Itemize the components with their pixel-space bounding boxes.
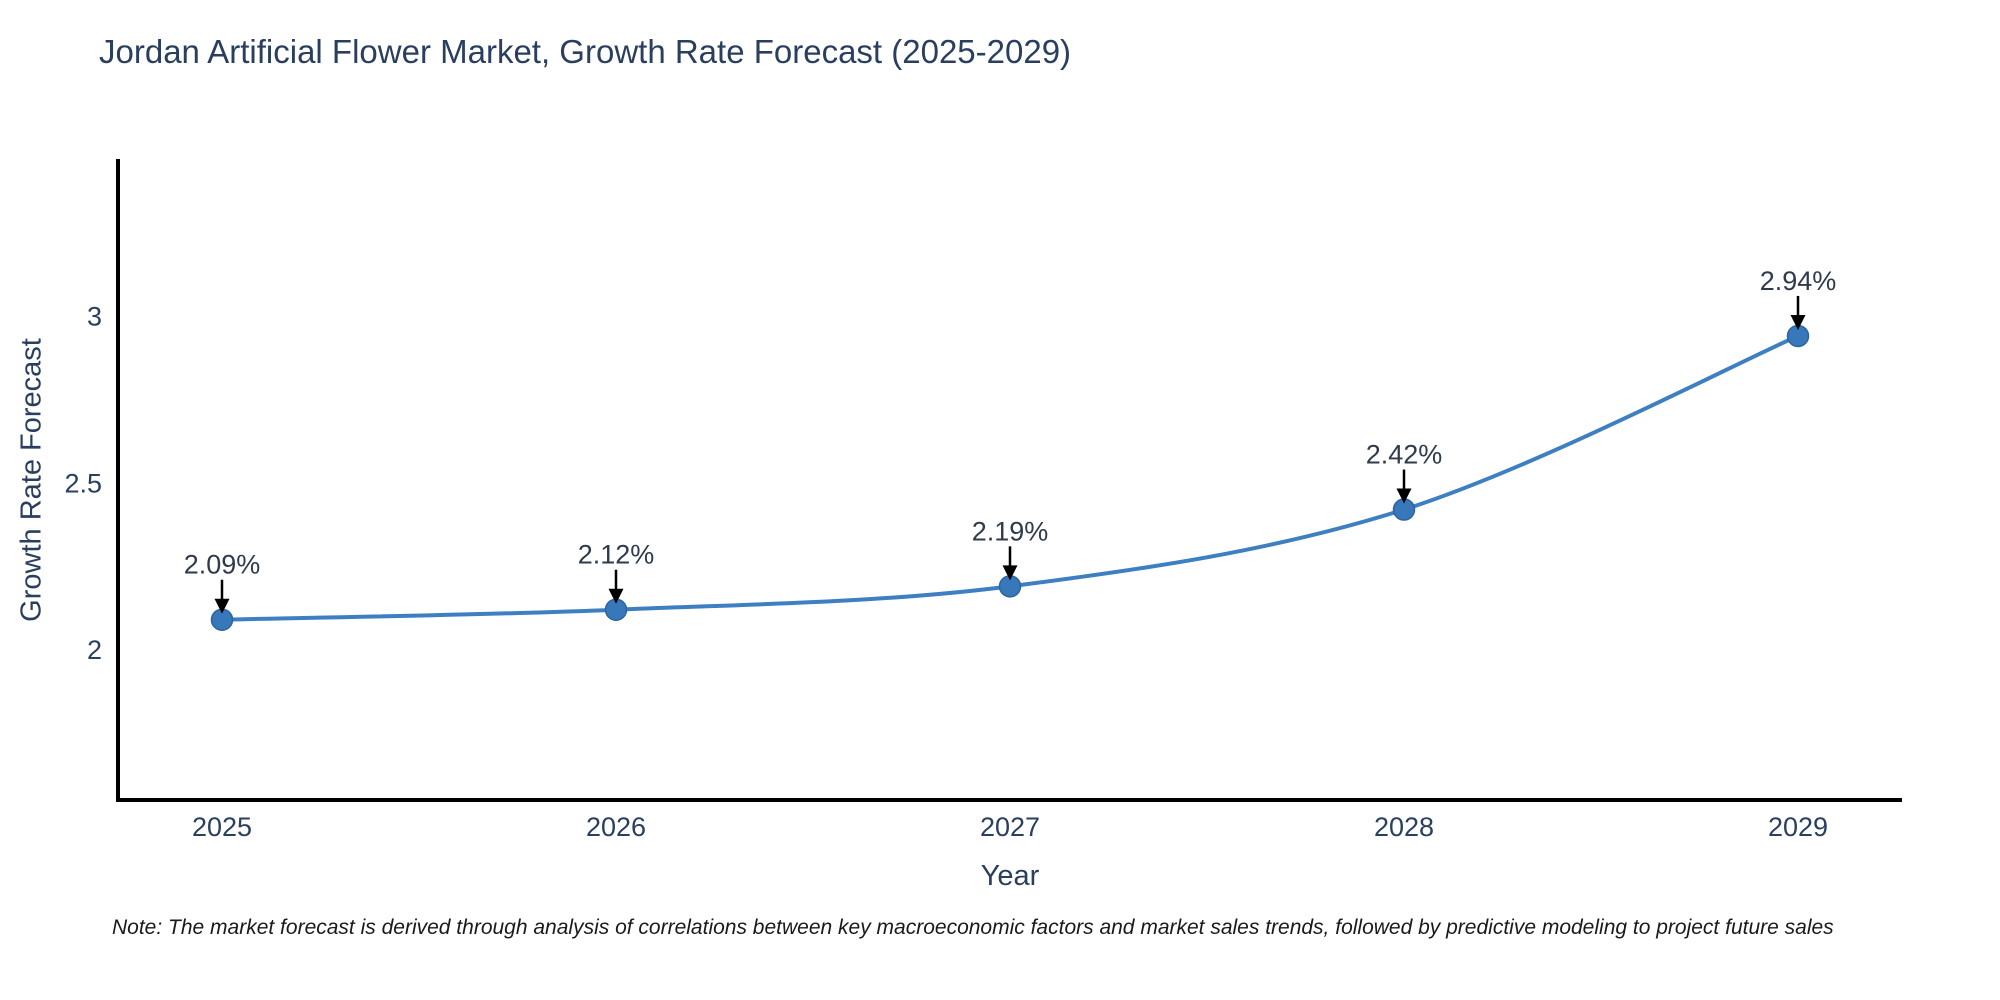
annotation-arrowhead — [608, 588, 624, 604]
x-tick-label: 2026 — [586, 812, 646, 842]
x-tick-label: 2027 — [980, 812, 1040, 842]
annotation-arrowhead — [1396, 488, 1412, 504]
x-axis-title: Year — [980, 860, 1040, 892]
x-tick-label: 2025 — [192, 812, 252, 842]
x-tick-label: 2029 — [1768, 812, 1828, 842]
footnote: Note: The market forecast is derived thr… — [112, 916, 1834, 939]
annotation-arrowhead — [1790, 314, 1806, 330]
chart-title: Jordan Artificial Flower Market, Growth … — [99, 33, 1072, 70]
point-value-label: 2.09% — [184, 550, 261, 580]
annotation-arrowhead — [214, 598, 230, 614]
point-value-label: 2.19% — [972, 516, 1049, 546]
y-tick-label: 2.5 — [64, 468, 102, 498]
y-tick-label: 2 — [87, 635, 102, 665]
y-tick-label: 3 — [87, 301, 102, 331]
annotation-arrowhead — [1002, 565, 1018, 581]
point-value-label: 2.94% — [1760, 266, 1837, 296]
point-value-label: 2.12% — [578, 540, 655, 570]
point-value-label: 2.42% — [1366, 440, 1443, 470]
line-chart: 2 2.5 3 2025 2026 2027 2028 2029 2.09% 2.12% 2.19%… — [64, 159, 1902, 842]
x-tick-label: 2028 — [1374, 812, 1434, 842]
y-axis-title: Growth Rate Forecast — [15, 338, 48, 622]
